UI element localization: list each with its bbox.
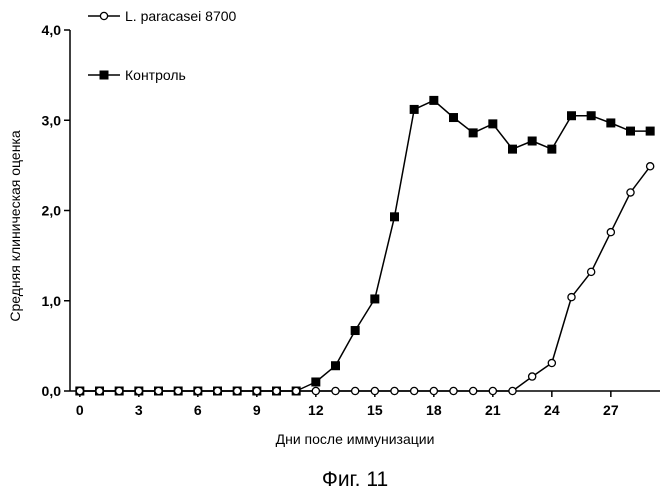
x-tick-label: 3 <box>135 402 143 418</box>
data-point <box>607 119 615 127</box>
data-point <box>469 129 477 137</box>
data-point <box>253 387 260 394</box>
data-point <box>489 387 496 394</box>
x-tick-label: 15 <box>367 402 383 418</box>
data-point <box>175 387 182 394</box>
data-point <box>293 387 300 394</box>
data-point <box>450 387 457 394</box>
legend-marker <box>100 12 107 19</box>
y-tick-label: 0,0 <box>42 383 62 399</box>
data-point <box>528 137 536 145</box>
data-point <box>588 268 595 275</box>
data-point <box>627 189 634 196</box>
data-point <box>411 387 418 394</box>
data-point <box>214 387 221 394</box>
legend-item: L. paracasei 8700 <box>88 8 237 24</box>
data-point <box>529 373 536 380</box>
legend-marker <box>100 71 108 79</box>
data-point <box>450 114 458 122</box>
series-line <box>80 100 650 391</box>
data-point <box>587 112 595 120</box>
data-point <box>410 105 418 113</box>
y-tick-label: 2,0 <box>42 203 62 219</box>
data-point <box>332 387 339 394</box>
data-point <box>116 387 123 394</box>
data-point <box>607 229 614 236</box>
data-point <box>548 145 556 153</box>
data-point <box>568 294 575 301</box>
y-tick-label: 4,0 <box>42 22 62 38</box>
data-point <box>430 387 437 394</box>
data-point <box>371 295 379 303</box>
x-tick-label: 6 <box>194 402 202 418</box>
x-tick-label: 12 <box>308 402 324 418</box>
x-tick-label: 9 <box>253 402 261 418</box>
data-point <box>96 387 103 394</box>
data-point <box>312 378 320 386</box>
data-point <box>352 387 359 394</box>
data-point <box>509 145 517 153</box>
series-l-paracasei <box>76 163 654 395</box>
data-point <box>470 387 477 394</box>
data-point <box>627 127 635 135</box>
x-axis-title: Дни после иммунизации <box>276 431 435 447</box>
data-point <box>273 387 280 394</box>
series-layer <box>76 96 654 395</box>
x-tick-label: 21 <box>485 402 501 418</box>
x-tick-label: 0 <box>76 402 84 418</box>
data-point <box>489 120 497 128</box>
data-point <box>509 387 516 394</box>
series-line <box>80 166 650 391</box>
data-point <box>647 163 654 170</box>
data-point <box>194 387 201 394</box>
x-tick-label: 27 <box>603 402 619 418</box>
data-point <box>548 359 555 366</box>
data-point <box>312 387 319 394</box>
y-tick-label: 1,0 <box>42 293 62 309</box>
data-point <box>391 213 399 221</box>
data-point <box>351 327 359 335</box>
legend: L. paracasei 8700 Контроль <box>88 8 237 83</box>
data-point <box>391 387 398 394</box>
data-point <box>371 387 378 394</box>
data-point <box>332 362 340 370</box>
data-point <box>155 387 162 394</box>
data-point <box>646 127 654 135</box>
data-point <box>76 387 83 394</box>
y-axis-title: Средняя клиническая оценка <box>7 130 23 322</box>
data-point <box>568 112 576 120</box>
legend-item: Контроль <box>88 67 186 83</box>
figure-caption: Фиг. 11 <box>322 468 388 491</box>
data-point <box>430 96 438 104</box>
series-control <box>76 96 654 395</box>
data-point <box>234 387 241 394</box>
legend-label: L. paracasei 8700 <box>125 8 237 24</box>
x-tick-label: 18 <box>426 402 442 418</box>
x-tick-label: 24 <box>544 402 560 418</box>
data-point <box>135 387 142 394</box>
y-tick-label: 3,0 <box>42 112 62 128</box>
legend-label: Контроль <box>125 67 186 83</box>
